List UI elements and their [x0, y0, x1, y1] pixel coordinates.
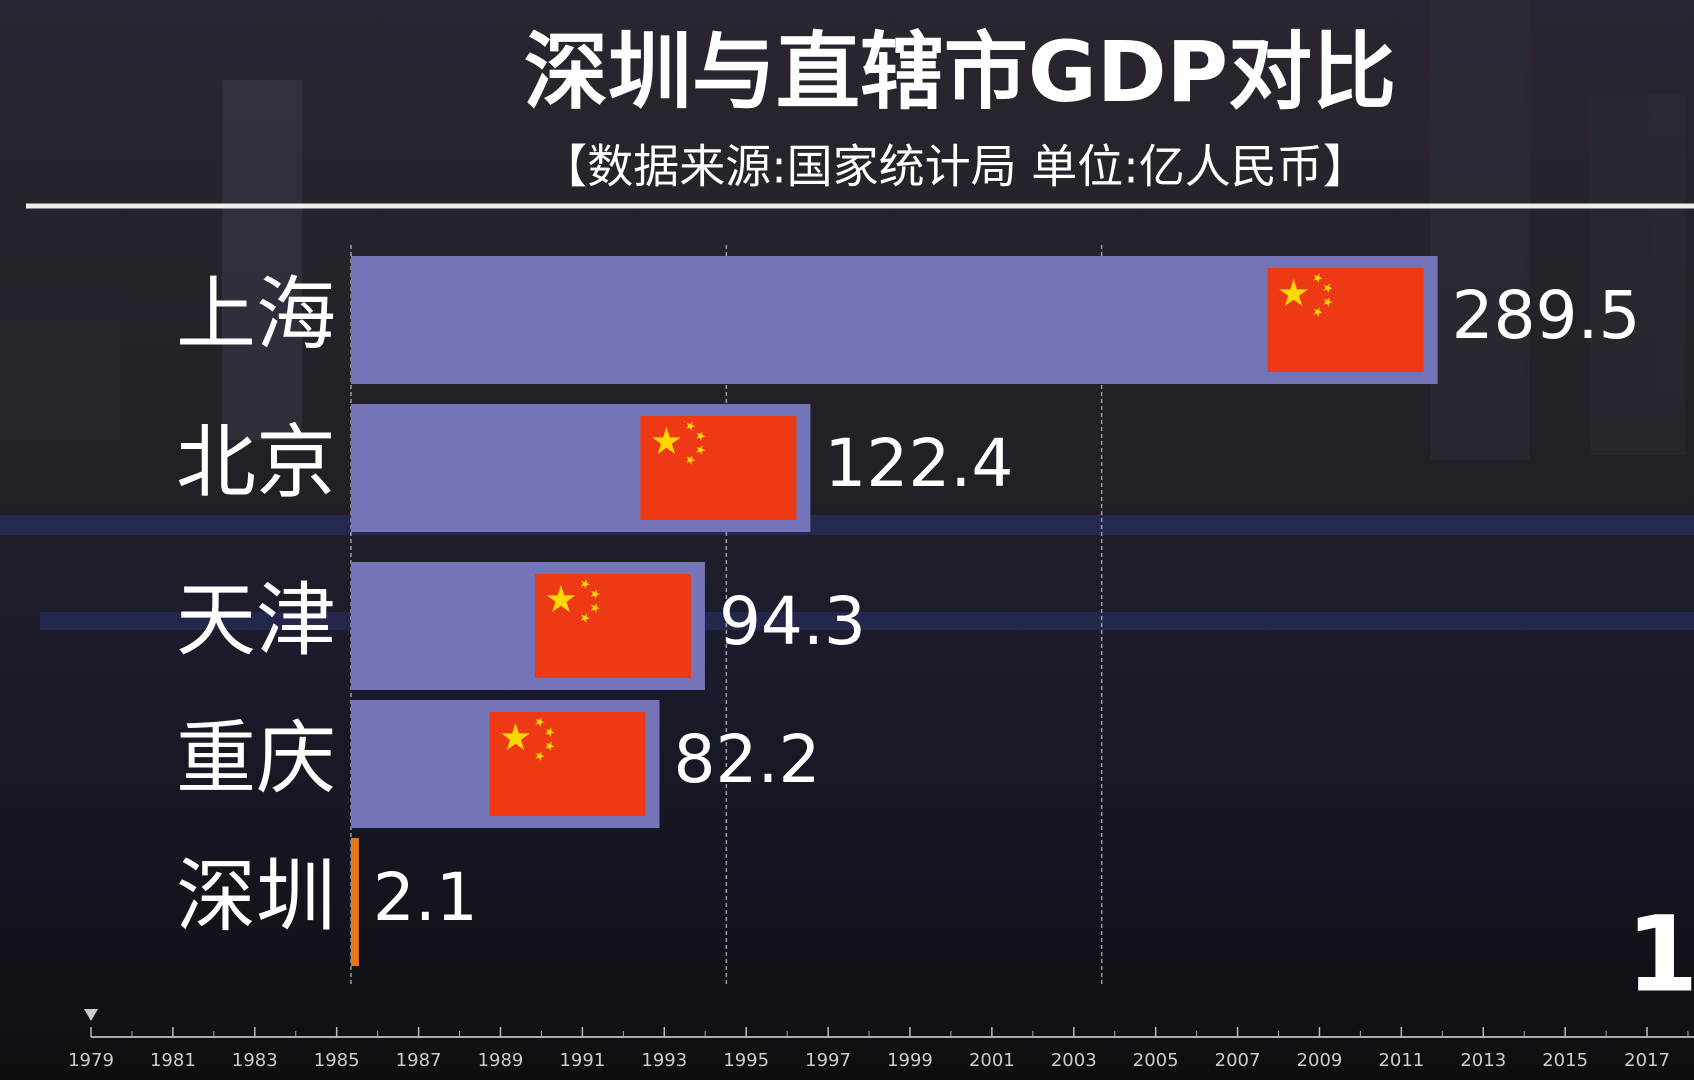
flag	[489, 712, 646, 816]
chart-subtitle: 【数据来源:国家统计局 单位:亿人民币】	[541, 140, 1369, 194]
timeline-tick-label: 2013	[1460, 1050, 1506, 1071]
timeline-tick-label: 1997	[805, 1050, 851, 1071]
flag-star	[686, 455, 696, 465]
flag-star	[696, 431, 706, 441]
flag-star	[1313, 307, 1323, 317]
timeline-tick-label: 2009	[1297, 1050, 1343, 1071]
timeline-tick-label: 2003	[1051, 1050, 1097, 1071]
flag-star	[545, 741, 555, 751]
bar	[351, 256, 1438, 384]
value-label: 2.1	[373, 859, 478, 936]
timeline-tick-label: 1989	[478, 1050, 524, 1071]
value-label: 94.3	[719, 583, 866, 660]
year-label: 19	[1626, 893, 1694, 1015]
flag-star	[501, 723, 530, 751]
chart-title: 深圳与直辖市GDP对比	[524, 23, 1396, 121]
flag-star	[546, 585, 576, 613]
timeline-tick-label: 2007	[1215, 1050, 1261, 1071]
flag-field	[640, 416, 797, 520]
timeline-tick-label: 1983	[232, 1050, 278, 1071]
flag-star	[580, 579, 590, 589]
timeline-tick-label: 1991	[559, 1050, 605, 1071]
timeline-tick-label: 2015	[1542, 1050, 1588, 1071]
timeline-tick-label: 1987	[396, 1050, 442, 1071]
category-label: 深圳	[176, 850, 336, 943]
timeline-tick-label: 2011	[1378, 1050, 1424, 1071]
timeline-tick-label: 1981	[150, 1050, 196, 1071]
timeline-tick-label: 1993	[641, 1050, 687, 1071]
flag-star	[1323, 297, 1333, 307]
flag-star	[590, 589, 600, 599]
flag-star	[1323, 283, 1333, 293]
timeline-tick-label: 2005	[1133, 1050, 1179, 1071]
flag-star	[696, 445, 706, 455]
bar	[351, 838, 359, 966]
flag-star	[580, 613, 590, 623]
timeline-tick-label: 1999	[887, 1050, 933, 1071]
flag-star	[686, 421, 696, 431]
flag-field	[1267, 268, 1424, 372]
flag	[1267, 268, 1424, 372]
value-label: 82.2	[674, 721, 821, 798]
flag-field	[534, 574, 691, 678]
flag-star	[545, 727, 555, 737]
flag-star	[652, 427, 681, 455]
flag-field	[489, 712, 646, 816]
timeline-tick-label: 1985	[314, 1050, 360, 1071]
value-label: 122.4	[824, 425, 1013, 502]
skyline	[0, 0, 1694, 630]
value-label: 289.5	[1452, 277, 1641, 354]
timeline-tick-label: 2017	[1624, 1050, 1670, 1071]
timeline-tick-label: 2001	[969, 1050, 1015, 1071]
timeline-tick-label: 1979	[68, 1050, 114, 1071]
flag	[534, 574, 691, 678]
category-label: 天津	[176, 574, 336, 667]
flag-star	[1279, 279, 1308, 307]
timeline-tick-label: 1995	[723, 1050, 769, 1071]
flag	[640, 416, 797, 520]
category-label: 北京	[176, 416, 336, 509]
category-label: 上海	[176, 268, 336, 361]
flag-star	[535, 751, 545, 761]
timeline-marker	[84, 1009, 98, 1021]
flag-star	[535, 717, 545, 727]
category-label: 重庆	[176, 712, 336, 805]
flag-star	[1313, 273, 1323, 283]
flag-star	[590, 603, 600, 613]
